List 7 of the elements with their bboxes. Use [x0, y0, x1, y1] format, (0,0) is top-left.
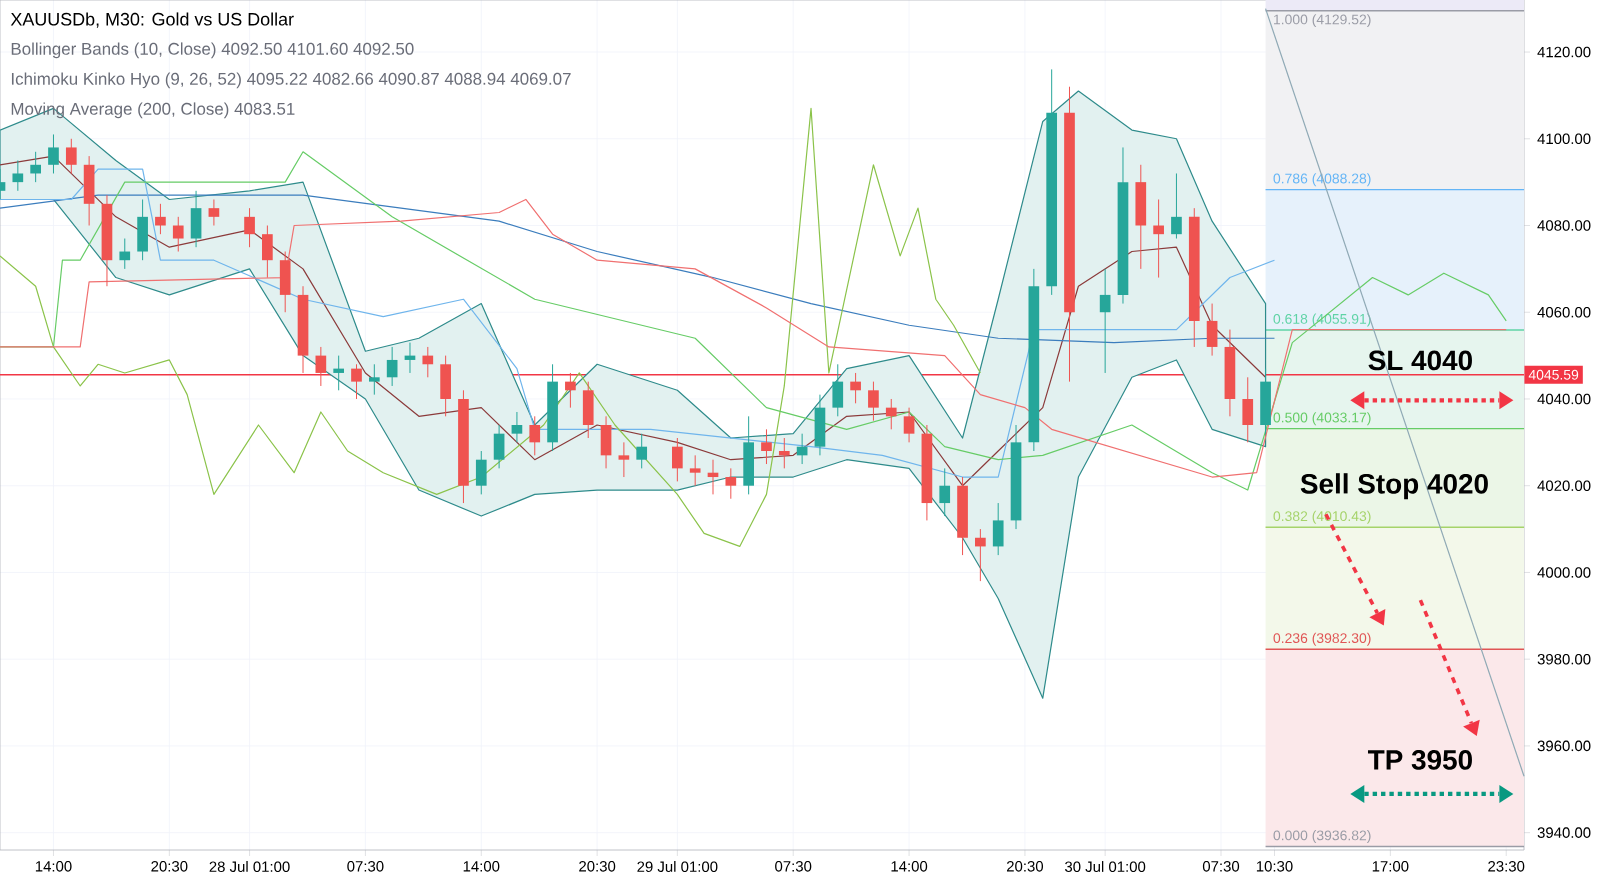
annotation: SL 4040	[1368, 350, 1472, 371]
annotation: Sell Stop 4020	[1300, 473, 1488, 500]
annotation: Moving Average (200, Close) 4083.51	[11, 102, 295, 119]
text: XAUUSDb, M30: Gold vs US Dollar	[10, 12, 294, 28]
annotation: Bollinger Bands (10, Close) 4092.50 4101.60 4092.50	[11, 42, 414, 59]
annotation: TP 3950	[1367, 749, 1472, 770]
annotation: Ichimoku Kinko Hyo (9, 26, 52) 4095.22 4082.66 4090.87 4088.94 4069.07	[11, 72, 571, 89]
